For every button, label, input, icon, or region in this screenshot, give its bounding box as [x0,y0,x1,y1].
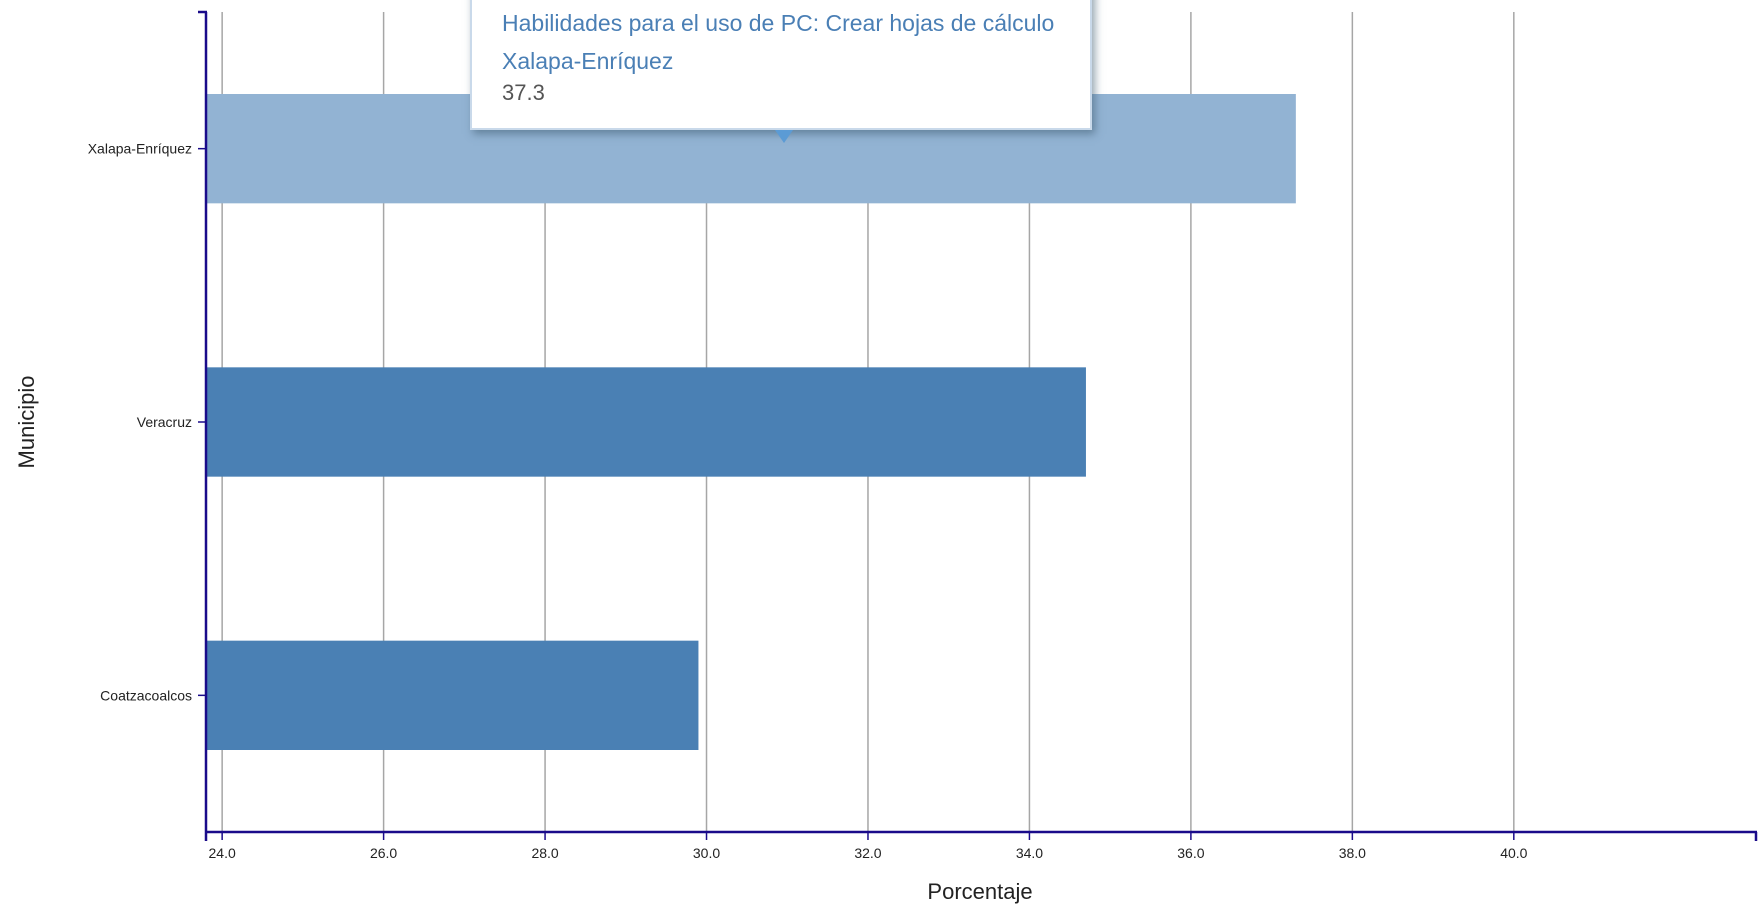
y-axis-title: Municipio [14,376,39,469]
y-tick-label: Xalapa-Enríquez [88,141,192,157]
x-tick-label: 30.0 [693,845,720,861]
bar-tooltip: Habilidades para el uso de PC: Crear hoj… [470,0,1092,130]
x-tick-label: 36.0 [1177,845,1204,861]
bar[interactable] [206,367,1086,477]
x-axis-title: Porcentaje [927,879,1032,904]
x-tick-label: 26.0 [370,845,397,861]
x-tick-label: 34.0 [1016,845,1043,861]
y-tick-label: Veracruz [137,414,192,430]
x-tick-label: 38.0 [1339,845,1366,861]
tooltip-pointer-icon [775,130,793,143]
x-tick-label: 40.0 [1500,845,1527,861]
tooltip-category: Xalapa-Enríquez [502,48,674,74]
x-tick-label: 28.0 [531,845,558,861]
y-tick-label: Coatzacoalcos [100,687,192,703]
tooltip-series-name: Habilidades para el uso de PC: Crear hoj… [502,10,1055,36]
bar[interactable] [206,640,699,750]
axis-labels: 24.0 26.0 28.0 30.0 32.0 34.0 36.0 38.0 40.0 Xala… [88,141,1528,861]
x-tick-label: 32.0 [854,845,881,861]
x-tick-label: 24.0 [209,845,236,861]
tooltip-value: 37.3 [502,80,545,105]
bars [206,94,1296,750]
